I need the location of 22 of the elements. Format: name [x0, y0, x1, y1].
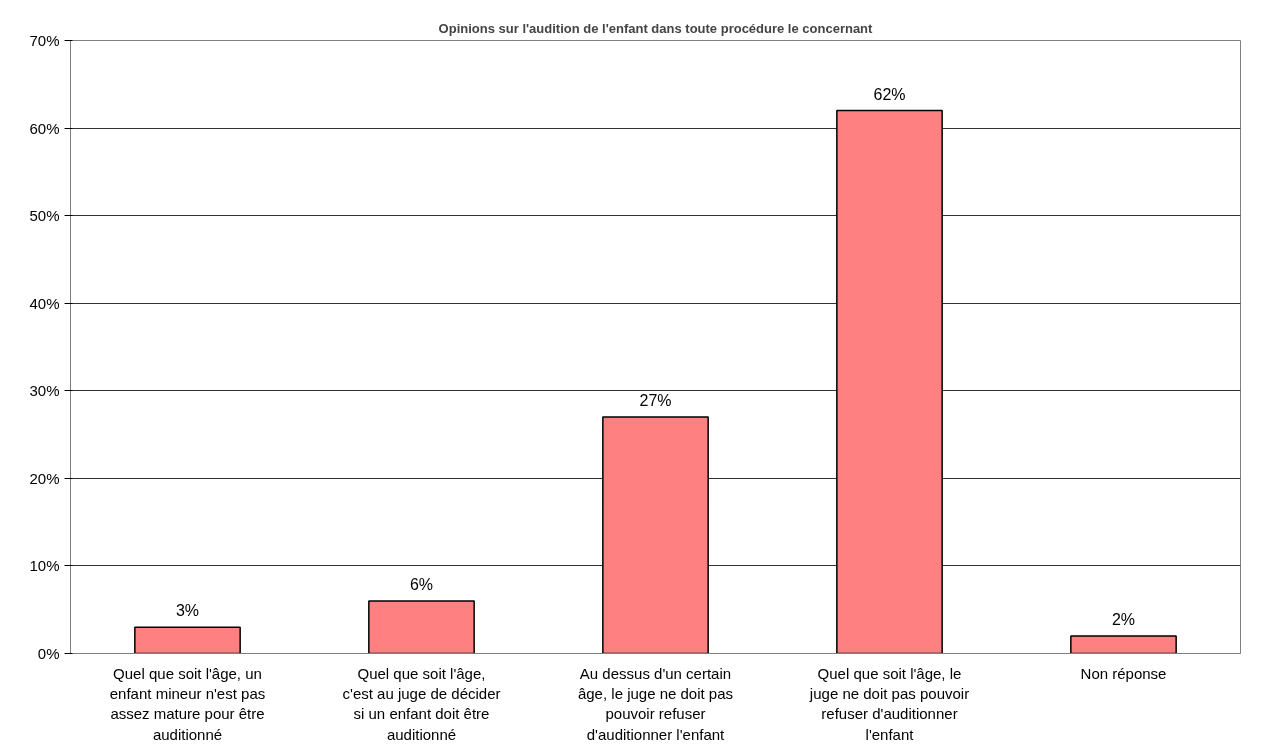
data-label: 2% [1111, 610, 1136, 628]
chart-title: Opinions sur l'audition de l'enfant dans toute procédure le concernant [438, 20, 874, 36]
y-tick-label: 60% [29, 119, 60, 137]
x-tick-label: Au dessus d'un certain âge, le juge ne doit pas pouvoir refuser d'auditionner l'enfant [577, 664, 734, 743]
data-label: 27% [639, 392, 672, 410]
x-tick-label: Quel que soit l'âge, un enfant mineur n'est pas assez mature pour être auditionné [109, 664, 266, 743]
y-tick-label: 0% [37, 645, 60, 662]
y-tick-label: 30% [29, 382, 60, 400]
bar [368, 600, 475, 654]
y-tick-label: 10% [29, 557, 60, 575]
data-label: 3% [175, 602, 200, 620]
y-tick-label: 70% [29, 32, 60, 49]
data-label: 62% [873, 85, 906, 103]
bar [134, 626, 241, 654]
x-tick-label: Quel que soit l'âge, le juge ne doit pas pouvoir refuser d'auditionner l'enfant [808, 664, 970, 743]
data-label: 6% [409, 575, 434, 593]
y-tick-label: 50% [29, 207, 60, 225]
bar [1070, 635, 1177, 654]
x-tick-label: Non réponse [1080, 664, 1167, 682]
y-tick-label: 20% [29, 469, 60, 487]
x-tick-label: Quel que soit l'âge, c'est au juge de décider si un enfant doit être auditionné [342, 664, 501, 743]
y-tick-label: 40% [29, 294, 60, 312]
